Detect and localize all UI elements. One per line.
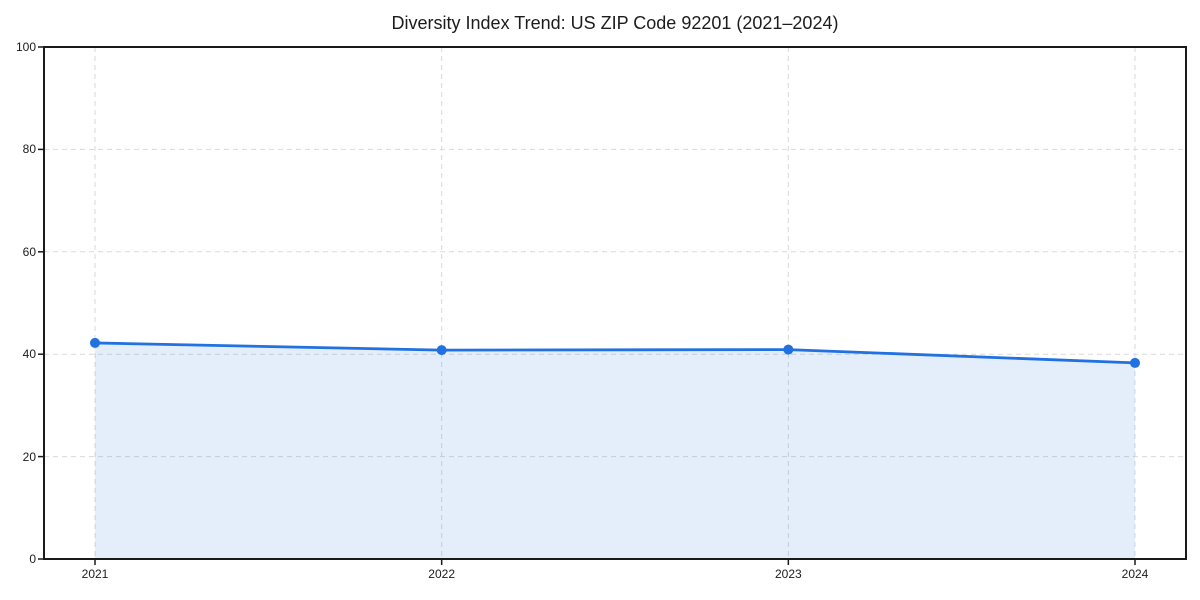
y-tick-label: 80 — [22, 142, 36, 157]
y-tick-label: 40 — [22, 347, 36, 362]
x-tick-label: 2022 — [428, 567, 455, 581]
data-point — [436, 345, 447, 356]
data-point — [783, 344, 794, 355]
area-fill — [95, 342, 1135, 559]
y-tick-label: 0 — [29, 552, 36, 566]
y-tick-label: 100 — [15, 40, 36, 54]
x-tick-label: 2021 — [81, 567, 109, 581]
y-tick-label: 20 — [22, 449, 36, 464]
y-tick-label: 60 — [22, 244, 36, 259]
x-tick-label: 2023 — [774, 567, 802, 581]
x-tick-label: 2024 — [1121, 567, 1149, 581]
data-point — [1130, 357, 1140, 368]
plot-border — [43, 46, 1187, 560]
chart-title: Diversity Index Trend: US ZIP Code 92201… — [391, 13, 839, 33]
data-point — [90, 337, 100, 348]
trend-line — [93, 341, 1137, 365]
